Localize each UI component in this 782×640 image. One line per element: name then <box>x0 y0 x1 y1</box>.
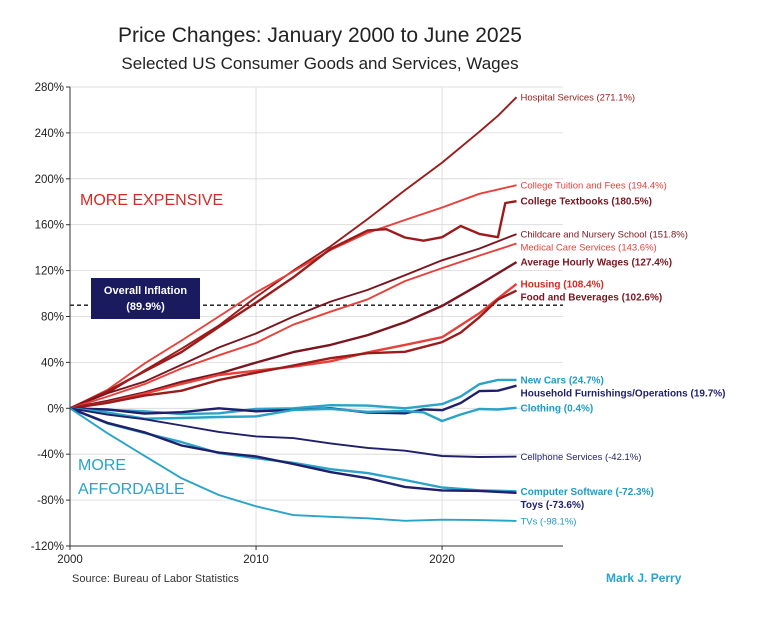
series-label-toys: Toys (-73.6%) <box>520 500 584 511</box>
y-tick-label: -120% <box>31 541 64 553</box>
series-label-tvs: TVs (-98.1%) <box>520 516 576 527</box>
y-tick-label: 80% <box>41 312 64 324</box>
y-tick-label: 200% <box>35 174 64 186</box>
series-line-computer-software <box>69 407 517 493</box>
series-label-cellphone-services: Cellphone Services (-42.1%) <box>520 452 641 463</box>
series-line-hospital-services <box>69 96 518 410</box>
y-tick-label: 120% <box>35 266 64 278</box>
y-tick-label: -40% <box>37 449 64 461</box>
overall-inflation-box-bg <box>91 278 200 319</box>
zone-labels: MORE EXPENSIVE MORE AFFORDABLE <box>78 192 223 498</box>
y-tick-label: 0% <box>47 403 64 415</box>
x-tick-label: 2010 <box>243 554 269 566</box>
more-expensive-label: MORE EXPENSIVE <box>80 192 223 209</box>
more-affordable-label-line1: MORE <box>78 457 126 474</box>
y-tick-label: 160% <box>35 220 64 232</box>
series-label-clothing: Clothing (0.4%) <box>520 403 593 414</box>
series-line-college-tuition-and-fees <box>69 184 517 410</box>
series-line-tvs <box>69 407 517 522</box>
y-tick-label: 240% <box>35 128 64 140</box>
series-label-medical-care-services: Medical Care Services (143.6%) <box>520 243 656 254</box>
series-label-computer-software: Computer Software (-72.3%) <box>520 487 653 498</box>
series-label-new-cars: New Cars (24.7%) <box>520 375 603 386</box>
x-tick-label: 2000 <box>57 554 83 566</box>
series-line-cellphone-services <box>69 407 517 458</box>
series-line-childcare-and-nursery-school <box>69 233 517 410</box>
overall-inflation-label: Overall Inflation <box>104 285 187 297</box>
overall-inflation-box: Overall Inflation (89.9%) <box>91 278 200 319</box>
overall-inflation-value: (89.9%) <box>126 301 165 313</box>
series-line-clothing <box>69 406 517 423</box>
x-tick-label: 2020 <box>429 554 455 566</box>
chart-title: Price Changes: January 2000 to June 2025 <box>118 24 522 47</box>
series-label-hospital-services: Hospital Services (271.1%) <box>520 93 635 104</box>
more-affordable-label-line2: AFFORDABLE <box>78 481 185 498</box>
series-label-college-tuition-and-fees: College Tuition and Fees (194.4%) <box>520 181 666 192</box>
series-label-food-and-beverages: Food and Beverages (102.6%) <box>520 292 662 303</box>
series-lines <box>69 96 518 522</box>
series-line-medical-care-services <box>69 242 517 410</box>
author-credit: Mark J. Perry <box>606 571 682 585</box>
x-axis-ticks: 2000 2010 2020 <box>57 546 455 566</box>
chart-subtitle: Selected US Consumer Goods and Services,… <box>121 54 518 73</box>
y-tick-label: -80% <box>37 495 64 507</box>
y-tick-label: 280% <box>35 82 64 94</box>
series-labels: Hospital Services (271.1%) College Tuitio… <box>520 93 725 528</box>
y-tick-label: 40% <box>41 357 64 369</box>
series-label-college-textbooks: College Textbooks (180.5%) <box>520 197 652 208</box>
series-line-college-textbooks <box>69 200 517 410</box>
series-label-childcare-and-nursery-school: Childcare and Nursery School (151.8%) <box>520 230 687 241</box>
y-axis-ticks: 280% 240% 200% 160% 120% 80% 40% 0% -40% -80% -120… <box>31 82 70 553</box>
series-line-toys <box>69 407 517 494</box>
series-label-average-hourly-wages: Average Hourly Wages (127.4%) <box>520 258 672 269</box>
series-label-housing: Housing (108.4%) <box>520 279 603 290</box>
source-note: Source: Bureau of Labor Statistics <box>72 573 239 585</box>
series-line-food-and-beverages <box>69 289 518 410</box>
series-label-household-furnishings-operations: Household Furnishings/Operations (19.7%) <box>520 388 725 399</box>
